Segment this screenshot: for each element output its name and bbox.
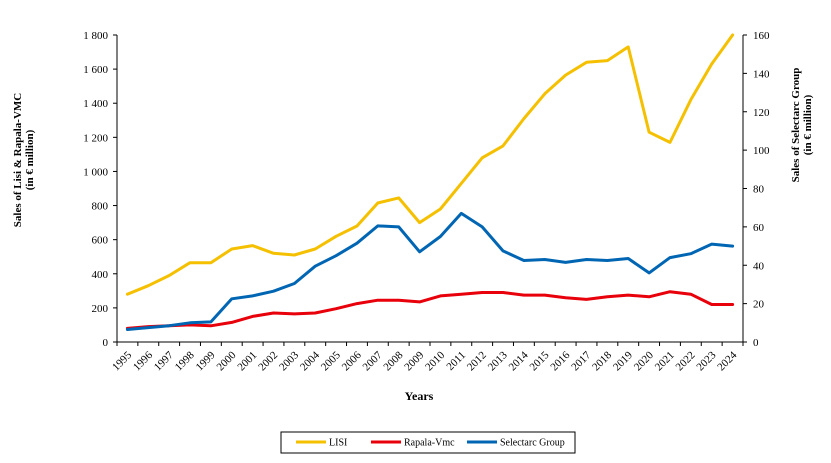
left-tick-label: 1 600 <box>83 64 108 76</box>
right-tick-label: 0 <box>753 337 759 349</box>
legend: LISI Rapala-Vmc Selectarc Group <box>280 431 576 454</box>
left-tick-label: 1 400 <box>83 98 108 110</box>
x-tick-label: 2009 <box>402 349 426 373</box>
x-tick-label: 2012 <box>465 349 489 373</box>
x-tick-label: 2017 <box>569 349 593 373</box>
x-tick-label: 1998 <box>173 349 197 373</box>
x-tick-label: 2004 <box>298 349 322 373</box>
x-tick-label: 2016 <box>548 349 572 373</box>
x-tick-label: 1997 <box>152 349 176 373</box>
series-layer <box>125 33 735 331</box>
left-tick-label: 0 <box>103 337 109 349</box>
right-tick-label: 80 <box>753 184 765 196</box>
right-tick-label: 160 <box>753 30 770 42</box>
left-tick-label: 1 800 <box>83 30 108 42</box>
left-tick-label: 1 200 <box>83 132 108 144</box>
legend-label: LISI <box>329 438 347 449</box>
x-tick-label: 2024 <box>715 349 739 373</box>
right-tick-label: 120 <box>753 107 770 119</box>
x-tick-label: 2020 <box>632 349 656 373</box>
x-tick-label: 2015 <box>528 349 552 373</box>
legend-box <box>280 431 576 454</box>
left-tick-label: 1 000 <box>83 166 108 178</box>
left-axis-title: Sales of Lisi & Rapala-VMC(in € million) <box>12 93 36 228</box>
series-line-selectarc-group <box>125 211 735 331</box>
x-tick-label: 2019 <box>611 349 635 373</box>
x-tick-label: 2008 <box>381 349 405 373</box>
x-tick-label: 1995 <box>110 349 134 373</box>
x-tick-label: 2000 <box>215 349 239 373</box>
x-tick-label: 1999 <box>194 349 218 373</box>
x-tick-label: 2007 <box>361 349 385 373</box>
x-axis: 1995199619971998199920002001200220032004… <box>110 341 744 373</box>
right-axis-title: Sales of Selectarc Group(in € million) <box>790 68 814 183</box>
x-tick-label: 2002 <box>256 349 280 373</box>
right-tick-label: 40 <box>753 260 765 272</box>
series-line-rapala-vmc <box>125 290 735 330</box>
left-tick-label: 400 <box>92 269 109 281</box>
left-tick-label: 200 <box>92 303 109 315</box>
right-tick-label: 60 <box>753 222 765 234</box>
right-axis: 0 20 40 60 80 100 120 140 160 <box>742 30 770 349</box>
x-tick-label: 2010 <box>423 349 447 373</box>
x-tick-label: 1996 <box>131 349 155 373</box>
series-line-lisi <box>125 33 735 296</box>
left-tick-label: 600 <box>92 235 109 247</box>
x-tick-label: 2011 <box>444 349 468 373</box>
x-tick-label: 2021 <box>653 349 677 373</box>
left-tick-label: 800 <box>92 201 109 213</box>
legend-label: Selectarc Group <box>500 438 565 449</box>
x-tick-label: 2022 <box>674 349 698 373</box>
legend-label: Rapala-Vmc <box>404 438 455 449</box>
x-tick-label: 2013 <box>486 349 510 373</box>
x-axis-title: Years <box>405 389 434 403</box>
x-tick-label: 2003 <box>277 349 301 373</box>
x-tick-label: 2018 <box>590 349 614 373</box>
x-tick-label: 2006 <box>340 349 364 373</box>
left-axis: 0 200 400 600 800 1 000 1 200 1 400 1 600 1 800 <box>83 30 118 349</box>
right-tick-label: 100 <box>753 145 770 157</box>
x-tick-label: 2023 <box>694 349 718 373</box>
right-tick-label: 20 <box>753 299 765 311</box>
x-tick-label: 2001 <box>235 349 259 373</box>
x-tick-label: 2005 <box>319 349 343 373</box>
right-tick-label: 140 <box>753 68 770 80</box>
x-tick-label: 2014 <box>507 349 531 373</box>
